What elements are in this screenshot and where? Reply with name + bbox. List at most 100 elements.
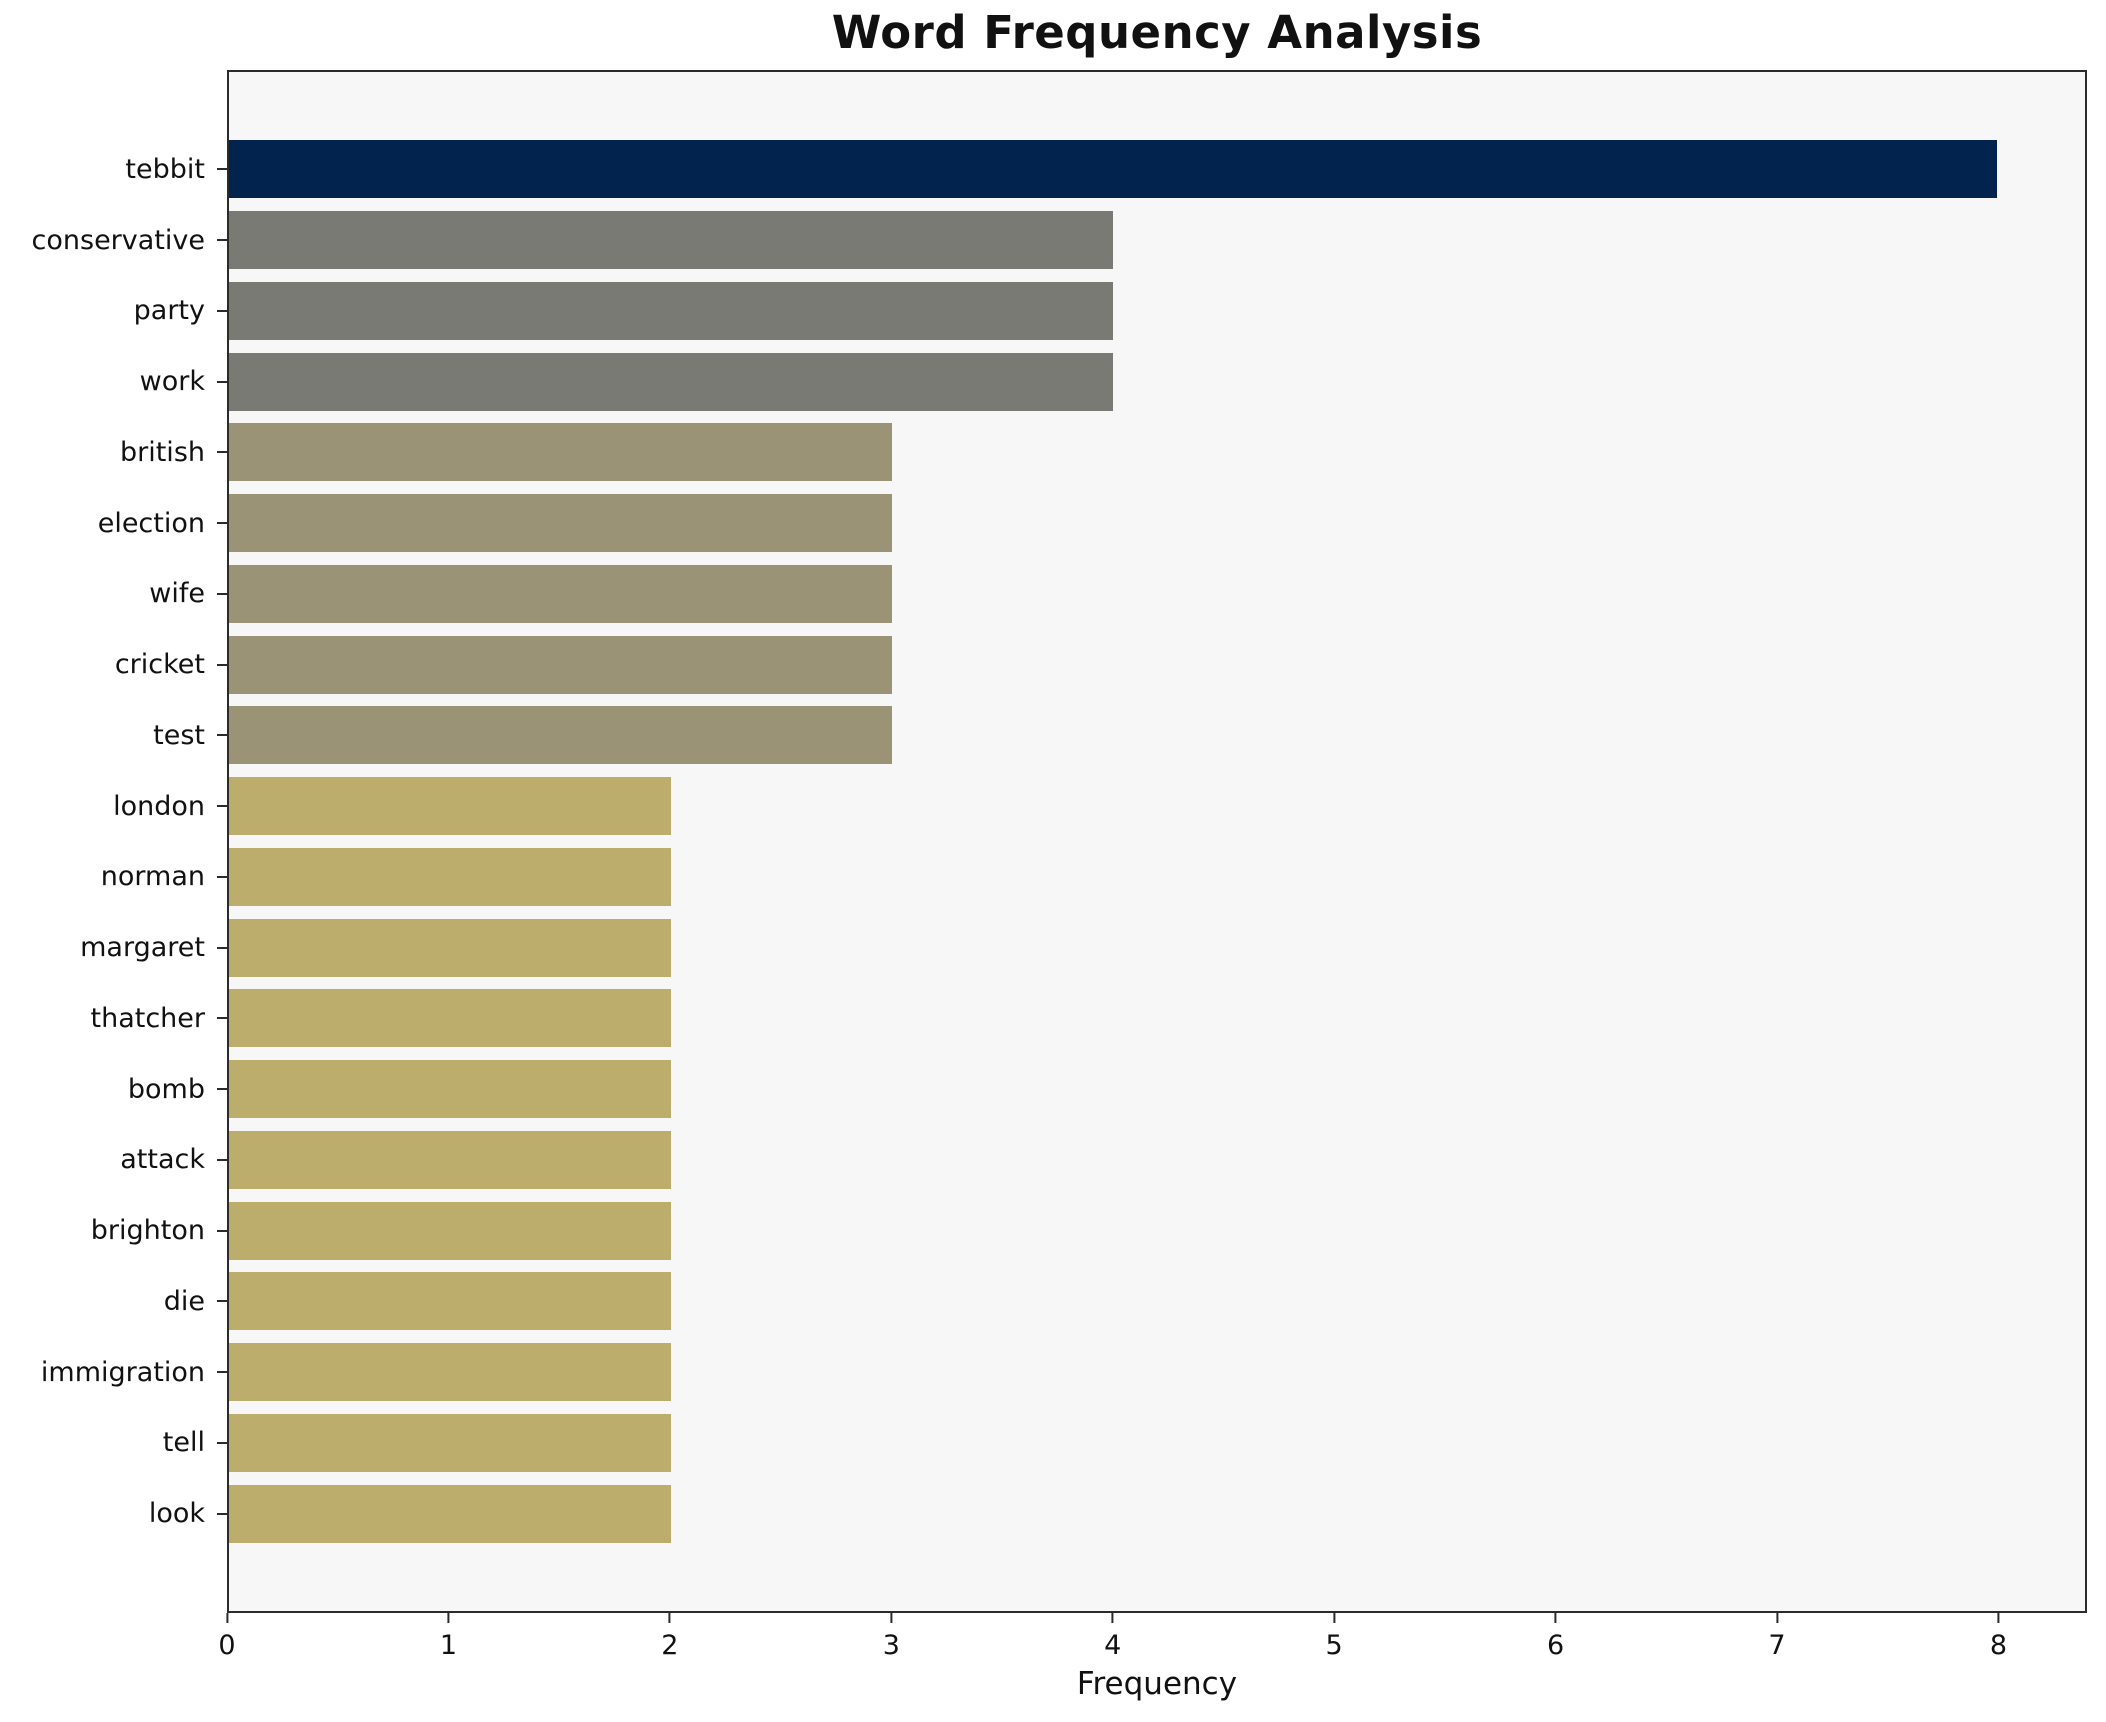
y-row: tell xyxy=(0,1408,227,1479)
y-tick-label: wife xyxy=(149,578,205,610)
bar xyxy=(229,1272,671,1331)
bar xyxy=(229,281,1113,340)
bar xyxy=(229,918,671,977)
x-axis-label: Frequency xyxy=(1076,1666,1238,1702)
bar-row xyxy=(229,842,2085,913)
y-row: thatcher xyxy=(0,983,227,1054)
y-tick-label: tell xyxy=(162,1427,205,1459)
y-tick-mark xyxy=(217,1441,227,1444)
bar xyxy=(229,1060,671,1119)
y-row: look xyxy=(0,1478,227,1549)
bar xyxy=(229,1413,671,1472)
bar xyxy=(229,352,1113,411)
y-row: party xyxy=(0,276,227,347)
x-tick-mark xyxy=(1333,1613,1336,1623)
bar-row xyxy=(229,417,2085,488)
plot-area xyxy=(227,70,2087,1613)
x-tick: 6 xyxy=(1547,1613,1564,1661)
y-tick-mark xyxy=(217,380,227,383)
x-tick-mark xyxy=(226,1613,228,1623)
y-tick-label: norman xyxy=(100,861,205,893)
x-tick-label: 8 xyxy=(1989,1630,2008,1661)
x-tick-label: 1 xyxy=(439,1630,458,1661)
bar xyxy=(229,989,671,1048)
bar xyxy=(229,1343,671,1402)
y-tick-label: attack xyxy=(120,1144,205,1176)
y-tick-mark xyxy=(217,522,227,525)
y-tick-label: london xyxy=(113,790,205,822)
y-tick-mark xyxy=(217,1158,227,1161)
bar-row xyxy=(229,205,2085,276)
bar xyxy=(229,494,892,553)
bar-row xyxy=(229,1408,2085,1479)
y-tick-label: british xyxy=(119,436,205,468)
y-row: work xyxy=(0,346,227,417)
x-tick-mark xyxy=(1111,1613,1114,1623)
bars-layer xyxy=(229,72,2085,1611)
x-tick-label: 3 xyxy=(882,1630,900,1661)
bar-row xyxy=(229,700,2085,771)
y-tick-mark xyxy=(217,663,227,666)
y-tick-label: test xyxy=(153,719,205,751)
y-tick-label: tebbit xyxy=(125,153,205,185)
x-tick-label: 5 xyxy=(1325,1630,1343,1661)
y-tick-label: margaret xyxy=(80,932,205,964)
y-row: election xyxy=(0,488,227,559)
y-row: bomb xyxy=(0,1054,227,1125)
bar xyxy=(229,423,892,482)
y-tick-label: conservative xyxy=(31,224,205,256)
y-tick-mark xyxy=(217,734,227,737)
y-tick-label: election xyxy=(97,507,205,539)
x-tick: 5 xyxy=(1326,1613,1343,1661)
y-row: attack xyxy=(0,1125,227,1196)
y-tick-mark xyxy=(217,592,227,595)
y-tick-mark xyxy=(217,239,227,242)
y-tick-mark xyxy=(217,1088,227,1091)
y-tick-label: immigration xyxy=(40,1356,205,1388)
bar-row xyxy=(229,559,2085,630)
y-tick-label: brighton xyxy=(90,1215,205,1247)
x-tick: 2 xyxy=(661,1613,678,1661)
y-axis: tebbit conservative party work british electi… xyxy=(0,72,227,1611)
chart-title: Word Frequency Analysis xyxy=(831,6,1483,59)
x-axis: 0 1 2 3 4 5 6 7 8 xyxy=(218,1613,2087,1673)
bar-row xyxy=(229,912,2085,983)
y-tick-mark xyxy=(217,1229,227,1232)
y-tick-mark xyxy=(217,875,227,878)
y-tick-mark xyxy=(217,805,227,808)
x-tick: 8 xyxy=(1990,1613,2007,1661)
y-tick-label: cricket xyxy=(114,649,205,681)
bar-row xyxy=(229,276,2085,347)
y-row: london xyxy=(0,771,227,842)
y-row: margaret xyxy=(0,912,227,983)
y-tick-mark xyxy=(217,1300,227,1303)
y-tick-mark xyxy=(217,1017,227,1020)
bar-row xyxy=(229,1337,2085,1408)
x-tick: 0 xyxy=(218,1613,236,1661)
bar-row xyxy=(229,771,2085,842)
x-tick-label: 2 xyxy=(661,1630,679,1661)
x-tick-mark xyxy=(890,1613,893,1623)
bar xyxy=(229,847,671,906)
bar xyxy=(229,1484,671,1543)
y-row: british xyxy=(0,417,227,488)
y-tick-mark xyxy=(217,168,227,171)
x-tick-label: 4 xyxy=(1104,1630,1122,1661)
x-tick-label: 0 xyxy=(218,1630,236,1661)
x-tick-mark xyxy=(1554,1613,1557,1623)
y-row: wife xyxy=(0,559,227,630)
y-tick-mark xyxy=(217,946,227,949)
x-tick-mark xyxy=(1997,1613,2000,1623)
y-tick-mark xyxy=(217,309,227,312)
bar-row xyxy=(229,1125,2085,1196)
x-tick: 3 xyxy=(883,1613,900,1661)
y-row: immigration xyxy=(0,1337,227,1408)
x-tick-mark xyxy=(447,1613,450,1623)
y-tick-label: party xyxy=(133,295,205,327)
bar-row xyxy=(229,1054,2085,1125)
bar xyxy=(229,1201,671,1260)
x-tick-label: 7 xyxy=(1768,1630,1786,1661)
bar-row xyxy=(229,346,2085,417)
y-row: die xyxy=(0,1266,227,1337)
